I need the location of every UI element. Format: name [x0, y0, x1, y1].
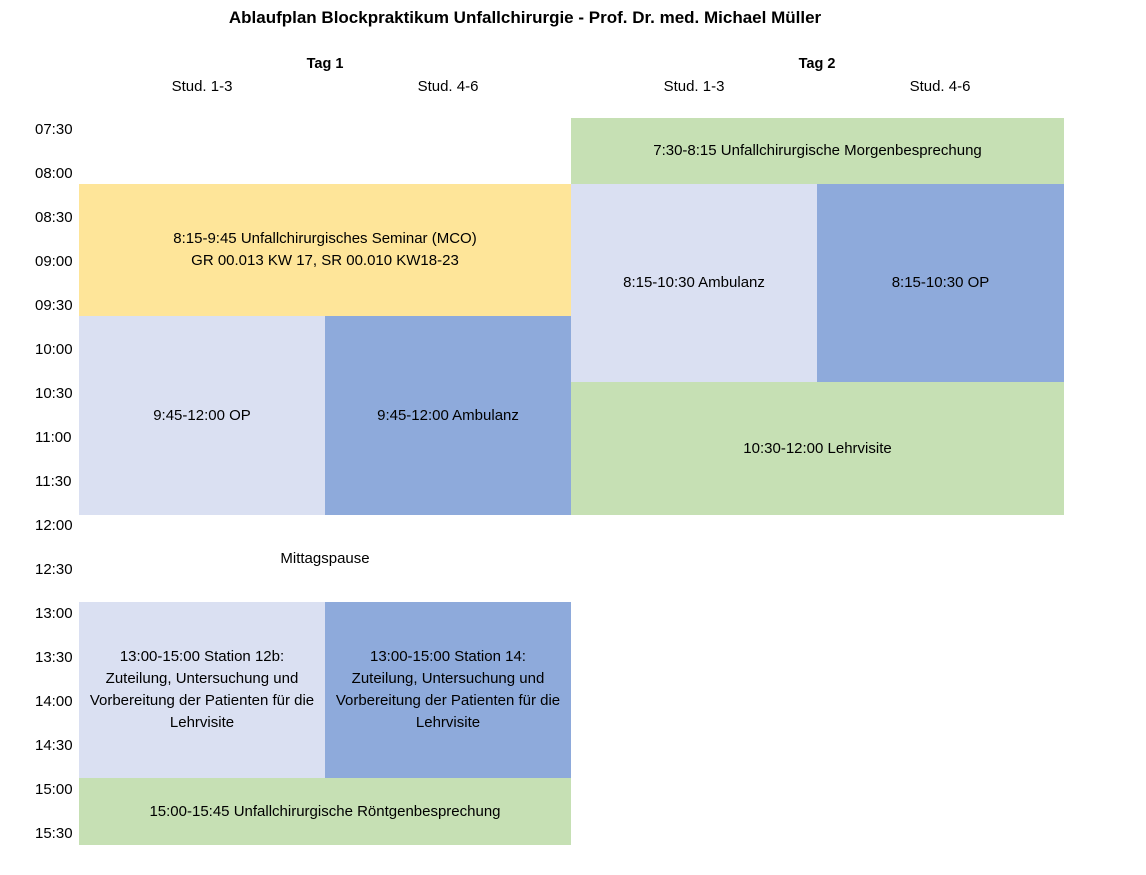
time-label: 09:00 [35, 253, 73, 270]
time-label: 15:30 [35, 825, 73, 842]
time-label: 08:30 [35, 209, 73, 226]
day-1-ambulanz-block: 9:45-12:00 Ambulanz [325, 316, 571, 515]
day-2-op-block: 8:15-10:30 OP [817, 184, 1064, 382]
time-label: 11:30 [35, 473, 72, 490]
day-2-group-2-header: Stud. 4-6 [909, 78, 971, 95]
time-label: 10:00 [35, 341, 73, 358]
station-14-block: 13:00-15:00 Station 14: Zuteilung, Unter… [325, 602, 571, 778]
time-label: 12:00 [35, 517, 73, 534]
station-12b-block: 13:00-15:00 Station 12b: Zuteilung, Unte… [79, 602, 325, 778]
roentgen-block: 15:00-15:45 Unfallchirurgische Röntgenbe… [79, 778, 571, 845]
time-label: 10:30 [35, 385, 73, 402]
time-label: 13:00 [35, 605, 73, 622]
day-1-op-block: 9:45-12:00 OP [79, 316, 325, 515]
time-label: 14:00 [35, 693, 73, 710]
time-label: 08:00 [35, 165, 73, 182]
lunch-break-label: Mittagspause [280, 550, 370, 567]
time-label: 09:30 [35, 297, 73, 314]
day-2-header: Tag 2 [798, 56, 836, 72]
time-label: 14:30 [35, 737, 73, 754]
day-2-ambulanz-block: 8:15-10:30 Ambulanz [571, 184, 817, 382]
seminar-block: 8:15-9:45 Unfallchirurgisches Seminar (M… [79, 184, 571, 316]
teaching-round-block: 10:30-12:00 Lehrvisite [571, 382, 1064, 515]
time-label: 13:30 [35, 649, 73, 666]
day-1-header: Tag 1 [306, 56, 344, 72]
page-title: Ablaufplan Blockpraktikum Unfallchirurgi… [228, 8, 822, 27]
day-1-group-2-header: Stud. 4-6 [417, 78, 479, 95]
day-2-group-1-header: Stud. 1-3 [663, 78, 725, 95]
time-label: 12:30 [35, 561, 73, 578]
day-1-group-1-header: Stud. 1-3 [171, 78, 233, 95]
time-label: 11:00 [35, 429, 72, 446]
time-label: 07:30 [35, 121, 73, 138]
time-label: 15:00 [35, 781, 73, 798]
morning-meeting-block: 7:30-8:15 Unfallchirurgische Morgenbespr… [571, 118, 1064, 184]
